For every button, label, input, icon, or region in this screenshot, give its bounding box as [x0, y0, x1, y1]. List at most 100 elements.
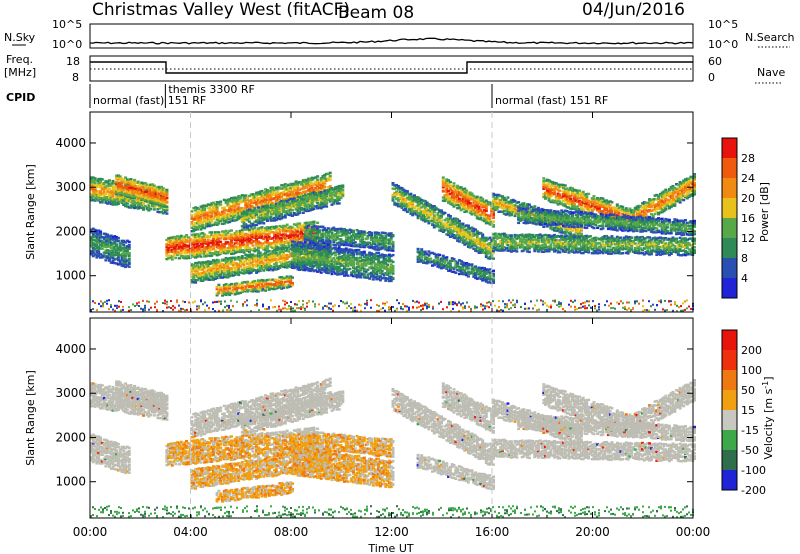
power-cell — [215, 241, 219, 244]
power-cell — [104, 192, 108, 195]
power-cell — [99, 185, 102, 189]
power-cell — [195, 215, 199, 218]
power-cell — [194, 272, 198, 275]
power-cell — [325, 201, 329, 204]
power-cell — [169, 244, 172, 248]
power-cell — [183, 257, 187, 260]
power-cell — [201, 204, 205, 208]
power-cell — [95, 190, 99, 193]
power-cell — [235, 198, 239, 202]
power-cell — [228, 246, 232, 249]
power-cell — [197, 234, 201, 237]
power-cell — [122, 188, 126, 192]
power-cell — [409, 192, 413, 196]
power-cell — [174, 245, 178, 248]
power-cell — [256, 206, 260, 209]
power-cell — [199, 213, 203, 217]
power-cell — [208, 270, 212, 273]
power-cell — [265, 191, 269, 194]
power-cell — [316, 190, 320, 193]
power-cell — [233, 242, 237, 245]
power-cell — [217, 250, 221, 254]
power-cell — [448, 215, 452, 218]
power-cell — [235, 265, 239, 268]
power-cell — [109, 195, 113, 199]
power-cell — [213, 231, 217, 234]
power-cell — [282, 184, 285, 187]
power-cell — [237, 248, 241, 251]
power-cell — [136, 195, 140, 198]
power-cell — [237, 238, 241, 242]
power-cell — [158, 185, 162, 189]
power-cell — [265, 193, 269, 197]
power-cell — [267, 266, 271, 269]
power-cell — [151, 194, 154, 197]
power-cell — [251, 267, 255, 270]
power-cell — [107, 196, 111, 199]
power-cell — [282, 191, 285, 194]
power-cell — [247, 234, 251, 237]
power-cell — [203, 204, 207, 207]
power-cell — [199, 262, 203, 265]
power-cell — [242, 272, 246, 275]
power-cell — [326, 227, 330, 230]
power-cell — [140, 191, 144, 195]
power-cell — [233, 266, 237, 269]
power-cell — [239, 256, 242, 259]
power-cell — [224, 236, 228, 240]
power-cell — [221, 263, 224, 266]
power-cell — [125, 205, 129, 208]
power-cell — [210, 245, 214, 248]
power-cell — [204, 277, 208, 281]
power-cell — [316, 225, 320, 228]
power-cell — [230, 250, 233, 253]
power-cell — [95, 243, 99, 247]
power-cell — [222, 243, 226, 246]
power-cell — [116, 191, 120, 194]
power-cell — [149, 195, 153, 199]
power-cell — [109, 250, 113, 254]
power-cell — [305, 182, 309, 186]
power-cell — [278, 224, 282, 228]
power-cell — [247, 258, 251, 261]
power-cell — [231, 270, 235, 274]
power-cell — [370, 231, 373, 235]
power-cell — [195, 232, 199, 236]
power-cell — [158, 201, 162, 204]
power-cell — [206, 224, 210, 228]
power-cell — [300, 187, 303, 190]
power-cell — [160, 210, 163, 214]
power-cell — [316, 178, 320, 181]
power-cell — [282, 262, 285, 266]
power-cell — [312, 222, 316, 226]
power-cell — [129, 184, 133, 187]
power-cell — [199, 205, 203, 208]
power-cell — [93, 234, 97, 238]
power-cell — [226, 203, 230, 206]
power-cell — [192, 217, 196, 221]
power-cell — [215, 209, 219, 213]
power-cell — [317, 189, 321, 193]
power-cell — [115, 262, 119, 265]
power-cell — [280, 225, 284, 228]
power-cell — [233, 238, 237, 242]
power-cell — [267, 255, 271, 258]
power-cell — [122, 250, 126, 253]
power-cell — [195, 275, 199, 278]
power-cell — [201, 239, 205, 242]
power-cell — [213, 275, 217, 279]
power-cell — [131, 199, 135, 203]
power-cell — [192, 249, 196, 253]
power-cell — [242, 194, 246, 197]
power-cell — [192, 223, 196, 227]
power-cell — [210, 252, 214, 255]
power-cell — [99, 193, 102, 197]
power-cell — [203, 248, 207, 251]
power-cell — [285, 193, 289, 196]
power-cell — [294, 233, 298, 236]
power-cell — [233, 196, 237, 199]
power-cell — [260, 243, 264, 246]
power-cell — [222, 206, 226, 209]
power-cell — [217, 202, 221, 205]
